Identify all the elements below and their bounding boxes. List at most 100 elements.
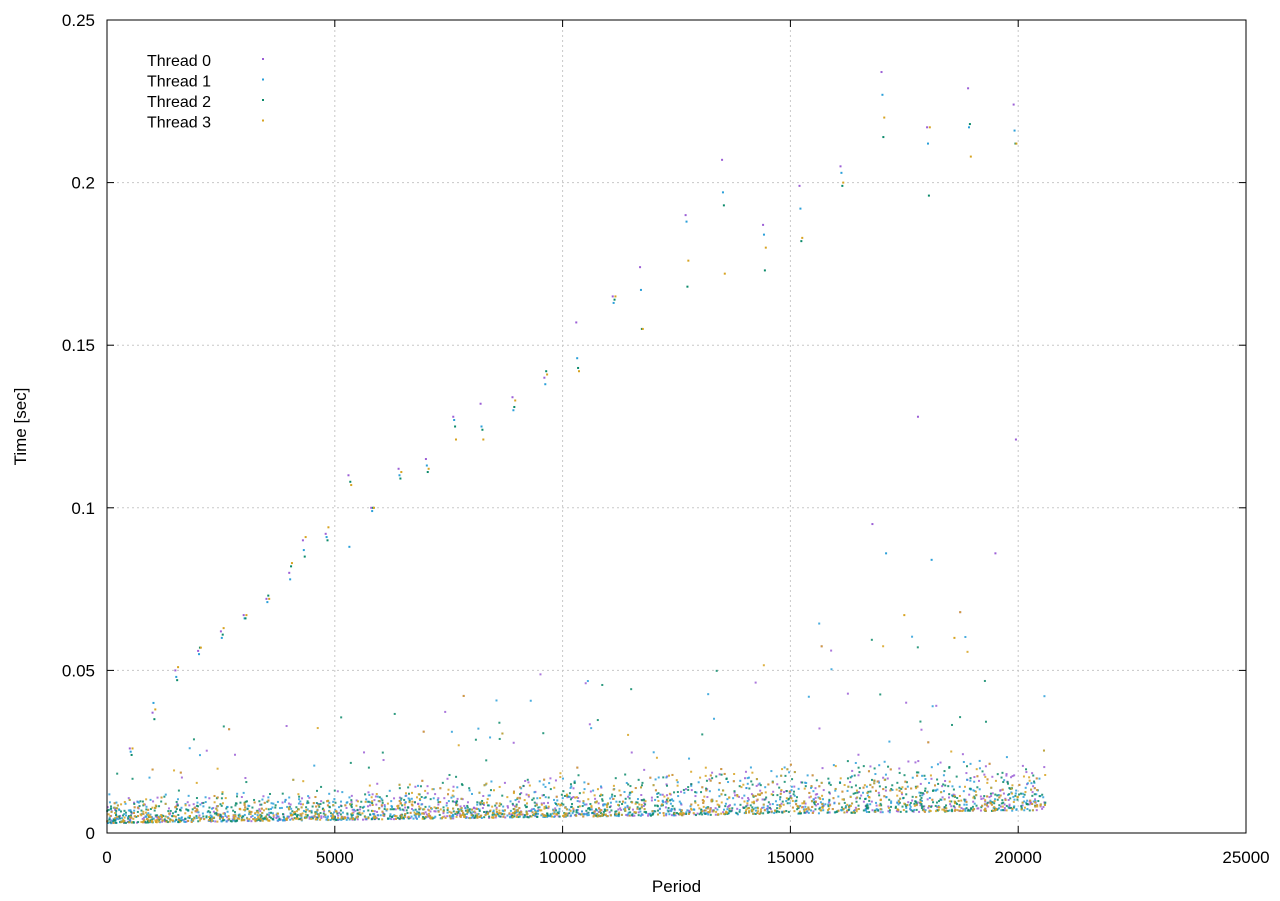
data-point xyxy=(319,812,322,815)
data-point xyxy=(144,811,147,814)
data-point xyxy=(462,694,465,697)
data-point xyxy=(316,727,319,730)
data-point xyxy=(654,778,657,781)
data-point xyxy=(439,787,442,790)
data-point xyxy=(328,792,331,795)
data-point xyxy=(808,796,811,799)
data-point xyxy=(463,815,466,818)
data-point xyxy=(451,794,454,797)
data-point xyxy=(516,809,519,812)
data-point xyxy=(452,789,455,792)
data-point xyxy=(850,811,853,814)
data-point xyxy=(873,809,876,812)
data-point xyxy=(483,816,486,819)
data-point xyxy=(805,808,808,811)
data-point xyxy=(351,808,354,811)
data-point xyxy=(123,821,126,824)
data-point xyxy=(130,812,133,815)
data-point xyxy=(623,790,626,793)
data-point xyxy=(333,798,336,801)
data-point xyxy=(790,797,793,800)
data-point xyxy=(216,809,219,812)
data-point xyxy=(262,818,265,821)
data-point xyxy=(573,780,576,783)
data-point xyxy=(542,732,545,735)
data-point xyxy=(407,817,410,820)
data-point xyxy=(179,820,182,823)
data-point xyxy=(890,787,893,790)
data-point xyxy=(390,818,393,821)
data-point xyxy=(687,809,690,812)
data-point xyxy=(540,802,543,805)
data-point xyxy=(772,790,775,793)
data-point xyxy=(569,798,572,801)
data-point xyxy=(880,71,883,74)
data-point xyxy=(259,819,262,822)
data-point xyxy=(905,793,908,796)
data-point xyxy=(962,809,965,812)
data-point xyxy=(857,766,860,769)
data-point xyxy=(848,804,851,807)
data-point xyxy=(973,797,976,800)
data-point xyxy=(776,794,779,797)
data-point xyxy=(460,807,463,810)
data-point xyxy=(340,716,343,719)
data-point xyxy=(604,813,607,816)
data-point xyxy=(431,816,434,819)
data-point xyxy=(905,781,908,784)
data-point xyxy=(561,814,564,817)
data-point xyxy=(858,791,861,794)
data-point xyxy=(887,805,890,808)
data-point xyxy=(498,804,501,807)
data-point xyxy=(644,803,647,806)
data-point xyxy=(531,811,534,814)
data-point xyxy=(609,801,612,804)
data-point xyxy=(275,816,278,819)
data-point xyxy=(786,768,789,771)
data-point xyxy=(637,811,640,814)
data-point xyxy=(250,815,253,818)
data-point xyxy=(641,799,644,802)
data-point xyxy=(341,791,344,794)
data-point xyxy=(718,773,721,776)
data-point xyxy=(439,817,442,820)
data-point xyxy=(532,807,535,810)
data-point xyxy=(123,809,126,812)
data-point xyxy=(840,171,843,174)
data-point xyxy=(676,781,679,784)
data-point xyxy=(982,797,985,800)
data-point xyxy=(762,664,765,667)
data-point xyxy=(854,761,857,764)
data-point xyxy=(350,803,353,806)
data-point xyxy=(539,673,542,676)
data-point xyxy=(874,789,877,792)
data-point xyxy=(402,809,405,812)
data-point xyxy=(969,155,972,158)
data-point xyxy=(446,811,449,814)
data-point xyxy=(426,785,429,788)
data-point xyxy=(587,807,590,810)
data-point xyxy=(749,766,752,769)
data-point xyxy=(329,818,332,821)
x-tick-label: 15000 xyxy=(767,848,814,867)
data-point xyxy=(511,802,514,805)
data-point xyxy=(118,809,121,812)
data-point xyxy=(145,821,148,824)
data-point xyxy=(195,817,198,820)
data-point xyxy=(1008,787,1011,790)
data-point xyxy=(365,798,368,801)
data-point xyxy=(547,814,550,817)
data-point xyxy=(399,799,402,802)
data-point xyxy=(158,815,161,818)
data-point xyxy=(162,814,165,817)
data-point xyxy=(993,806,996,809)
data-point xyxy=(291,810,294,813)
data-point xyxy=(390,804,393,807)
data-point xyxy=(601,798,604,801)
data-point xyxy=(716,803,719,806)
data-point xyxy=(969,777,972,780)
data-point xyxy=(546,801,549,804)
data-point xyxy=(463,804,466,807)
data-point xyxy=(180,776,183,779)
data-point xyxy=(597,810,600,813)
